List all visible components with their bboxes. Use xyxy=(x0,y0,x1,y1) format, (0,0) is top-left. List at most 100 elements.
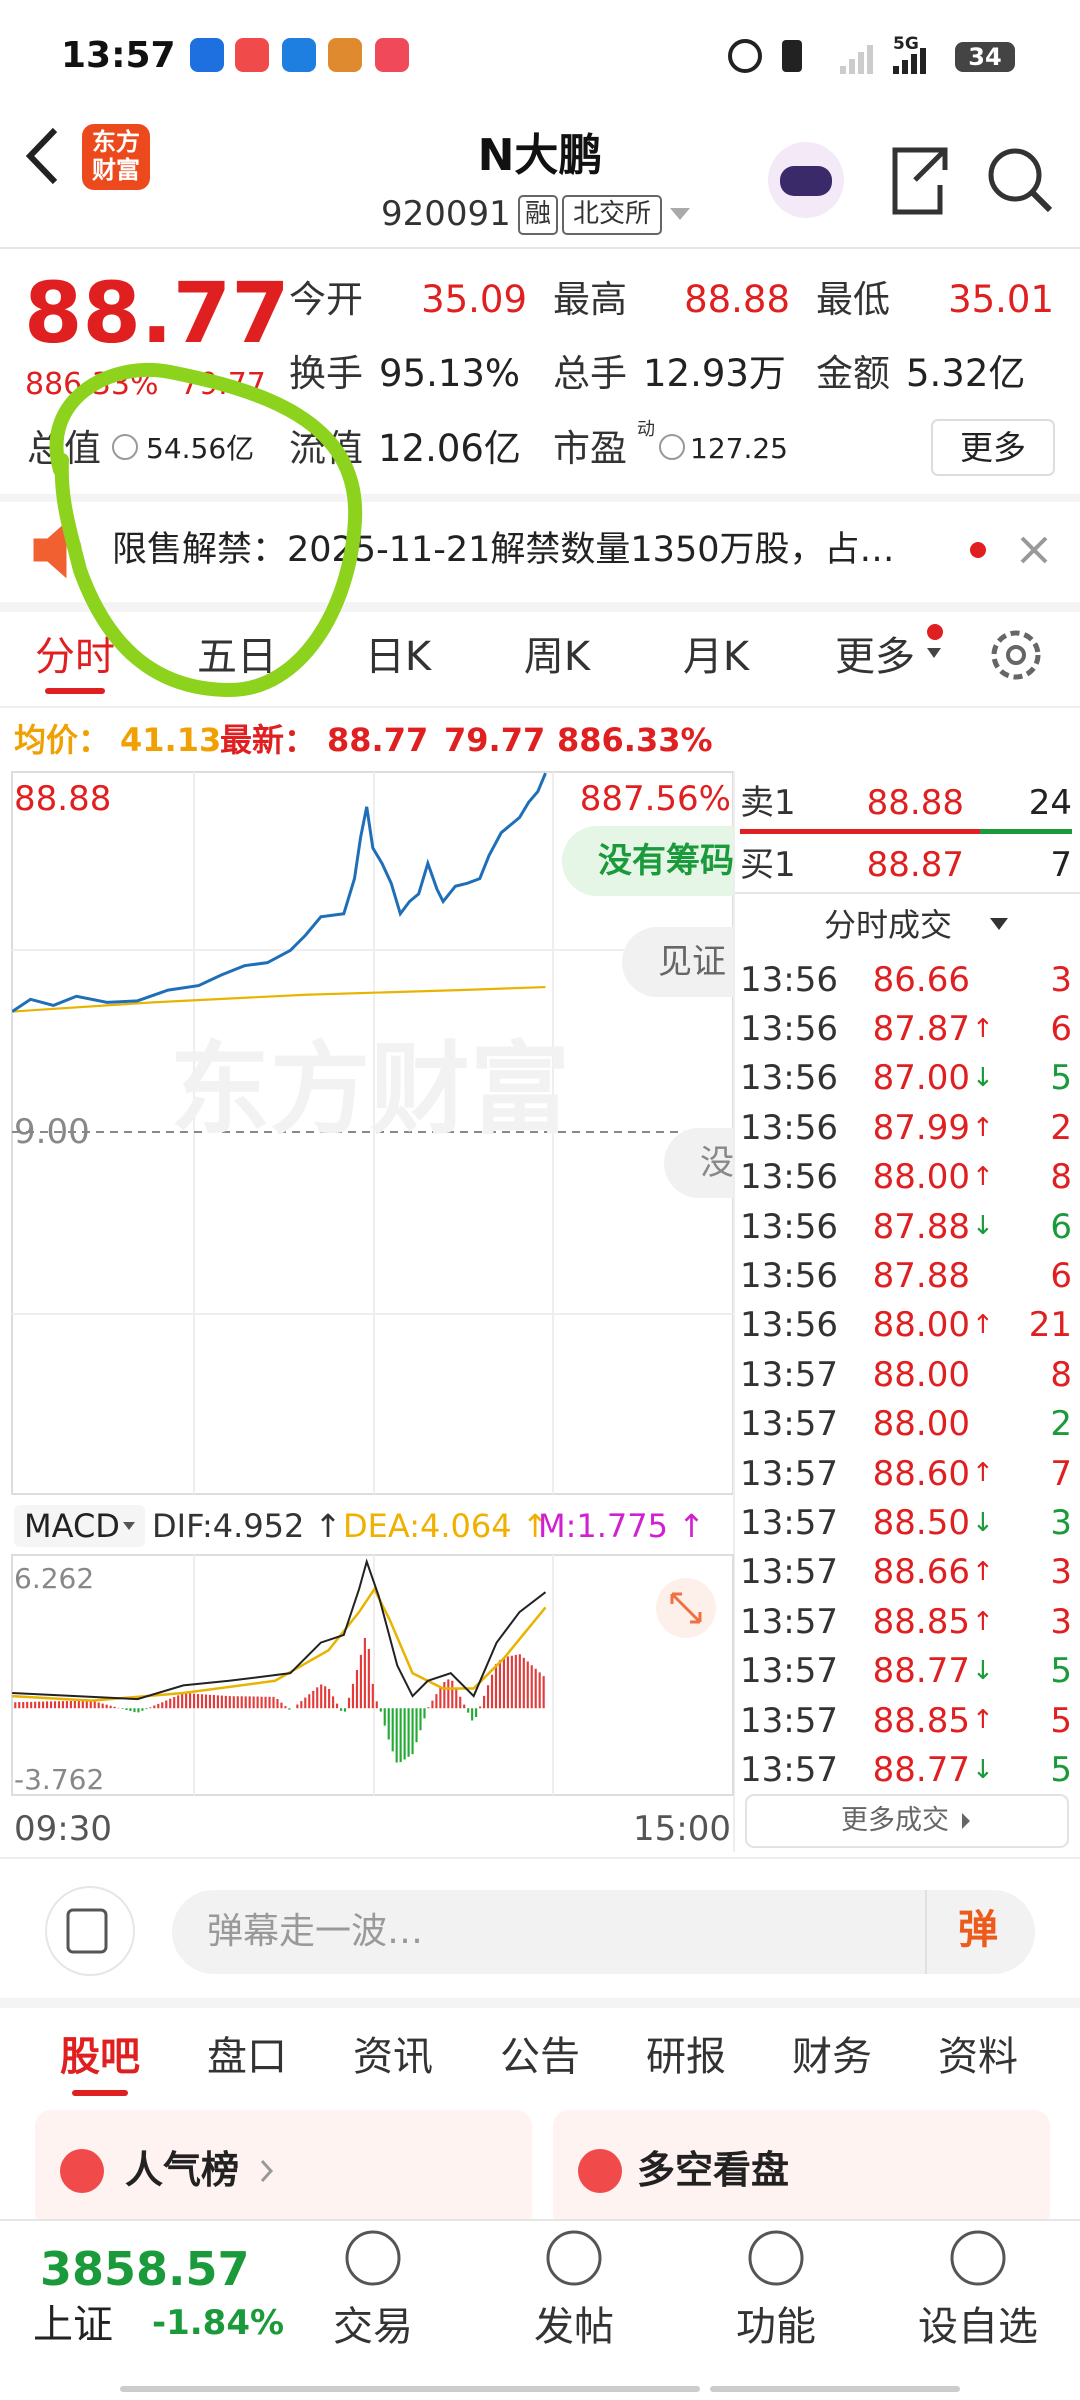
search-handle xyxy=(1030,190,1053,213)
change-pct: 886.33% xyxy=(25,367,159,402)
trade-arrow: ↑ xyxy=(972,1112,994,1143)
section-gap xyxy=(0,1998,1080,2008)
macd-red-bars xyxy=(14,1638,545,1709)
trade-price: 88.50 xyxy=(872,1503,970,1543)
avg-price-line xyxy=(12,987,545,1011)
action-label[interactable]: 功能 xyxy=(736,2304,816,2350)
trade-price: 88.00 xyxy=(872,1404,970,1445)
badge[interactable] xyxy=(664,1128,733,1198)
trade-time: 13:57 xyxy=(740,1750,838,1790)
trade-volume: 8 xyxy=(1050,1157,1072,1198)
chart-tab[interactable]: 五日 xyxy=(197,634,277,680)
badge-text[interactable]: 见证 xyxy=(658,941,726,982)
action-icon[interactable] xyxy=(950,2230,1006,2286)
badge[interactable] xyxy=(622,927,733,997)
trade-volume: 8 xyxy=(1050,1354,1072,1395)
avg-label: 均价： xyxy=(14,720,111,759)
chart-tab[interactable]: 月K xyxy=(682,634,750,680)
index-value[interactable]: 3858.57 xyxy=(40,2242,250,2297)
macd-label[interactable]: MACD xyxy=(24,1506,120,1545)
alarm-icon xyxy=(728,39,762,73)
chart-tab[interactable]: 更多 xyxy=(835,634,915,680)
content-tab[interactable]: 盘口 xyxy=(207,2034,287,2080)
trade-price: 88.77 xyxy=(872,1651,970,1692)
trade-volume: 3 xyxy=(1050,1552,1072,1593)
status-app-icon xyxy=(375,38,409,72)
chart-high-pct: 887.56% xyxy=(579,778,731,819)
stock-tag: 融 xyxy=(524,199,552,230)
more-button-label[interactable]: 更多 xyxy=(960,428,1026,468)
action-icon[interactable] xyxy=(748,2230,804,2286)
trade-time: 13:57 xyxy=(740,1453,838,1494)
macd-group xyxy=(12,1562,545,1763)
battery-level: 34 xyxy=(968,42,1002,71)
section-gap xyxy=(0,602,1080,612)
stat-value: 12.93万 xyxy=(643,351,786,395)
badge[interactable] xyxy=(562,826,733,896)
more-button[interactable] xyxy=(931,419,1055,476)
card-title[interactable]: 人气榜 xyxy=(125,2148,240,2193)
trades-title[interactable]: 分时成交 xyxy=(823,905,953,944)
trade-volume: 6 xyxy=(1050,1009,1072,1049)
trade-volume: 5 xyxy=(1050,1700,1072,1741)
trade-time: 13:57 xyxy=(740,1503,838,1543)
trade-time: 13:57 xyxy=(740,1552,838,1593)
content-tab[interactable]: 股吧 xyxy=(60,2034,140,2080)
content-tab[interactable]: 资料 xyxy=(938,2034,1018,2080)
index-name[interactable]: 上证 xyxy=(33,2302,113,2348)
barrage-settings[interactable] xyxy=(45,1886,135,1976)
comment-placeholder[interactable]: 弹幕走一波… xyxy=(207,1911,424,1953)
chart-tab[interactable]: 日K xyxy=(364,634,432,680)
action-label[interactable]: 发帖 xyxy=(534,2304,614,2350)
comment-input[interactable] xyxy=(172,1890,1035,1974)
chart-mid: 9.00 xyxy=(14,1111,90,1152)
trade-price: 87.00 xyxy=(872,1058,970,1099)
stat-label: 总值 xyxy=(27,426,101,470)
status-time: 13:57 xyxy=(61,35,176,77)
intraday-chart: 东方财富 88.88 887.56% 9.00 没有筹码 见证没 xyxy=(12,772,733,1494)
content-tab[interactable]: 资讯 xyxy=(353,2034,433,2080)
search-icon[interactable] xyxy=(988,148,1042,202)
card[interactable] xyxy=(553,2110,1050,2230)
last-price: 88.77 xyxy=(24,263,290,362)
card-title[interactable]: 多空看盘 xyxy=(637,2148,790,2193)
signal-bar xyxy=(920,48,926,74)
macd-select[interactable] xyxy=(14,1505,145,1547)
ask-label: 卖1 xyxy=(740,782,796,823)
chart-tab[interactable]: 分时 xyxy=(35,634,115,680)
close-button[interactable] xyxy=(1020,536,1048,564)
stat-label: 最低 xyxy=(816,277,890,321)
chart-tab[interactable]: 周K xyxy=(523,634,591,680)
home-indicator xyxy=(120,2386,700,2392)
latest-label: 最新： xyxy=(220,720,317,759)
latest-value: 88.77 xyxy=(327,720,429,759)
share-icon[interactable] xyxy=(892,147,948,215)
card[interactable] xyxy=(35,2110,532,2230)
signal-bar xyxy=(849,59,855,74)
content-tab[interactable]: 研报 xyxy=(646,2034,726,2080)
settings-icon[interactable] xyxy=(991,630,1041,680)
card-arrow xyxy=(260,2159,274,2183)
action-label[interactable]: 交易 xyxy=(333,2304,413,2350)
more-trades-label[interactable]: 更多成交 xyxy=(841,1804,949,1836)
notice-text[interactable]: 限售解禁：2025-11-21解禁数量1350万股，占… xyxy=(112,530,895,570)
trade-time: 13:57 xyxy=(740,1404,838,1445)
action-icon[interactable] xyxy=(345,2230,401,2286)
trade-arrow: ↑ xyxy=(972,1606,994,1637)
active-tab-underline xyxy=(72,2090,128,2096)
trade-volume: 2 xyxy=(1050,1404,1072,1445)
content-tab[interactable]: 财务 xyxy=(792,2034,872,2080)
badge-text[interactable]: 没有筹码 xyxy=(598,840,733,881)
more-trades-button[interactable] xyxy=(745,1794,1069,1848)
back-button[interactable] xyxy=(25,127,58,185)
action-icon[interactable] xyxy=(546,2230,602,2286)
ask-bar xyxy=(740,829,980,834)
watermark: 东方财富 xyxy=(170,1031,570,1148)
content-tab[interactable]: 公告 xyxy=(500,2034,580,2080)
action-label[interactable]: 设自选 xyxy=(918,2304,1038,2350)
badge-text[interactable]: 没 xyxy=(700,1142,733,1183)
trade-price: 87.88 xyxy=(872,1256,970,1296)
barrage-button[interactable]: 弹 xyxy=(958,1907,998,1953)
stat-label: 最高 xyxy=(553,277,627,321)
